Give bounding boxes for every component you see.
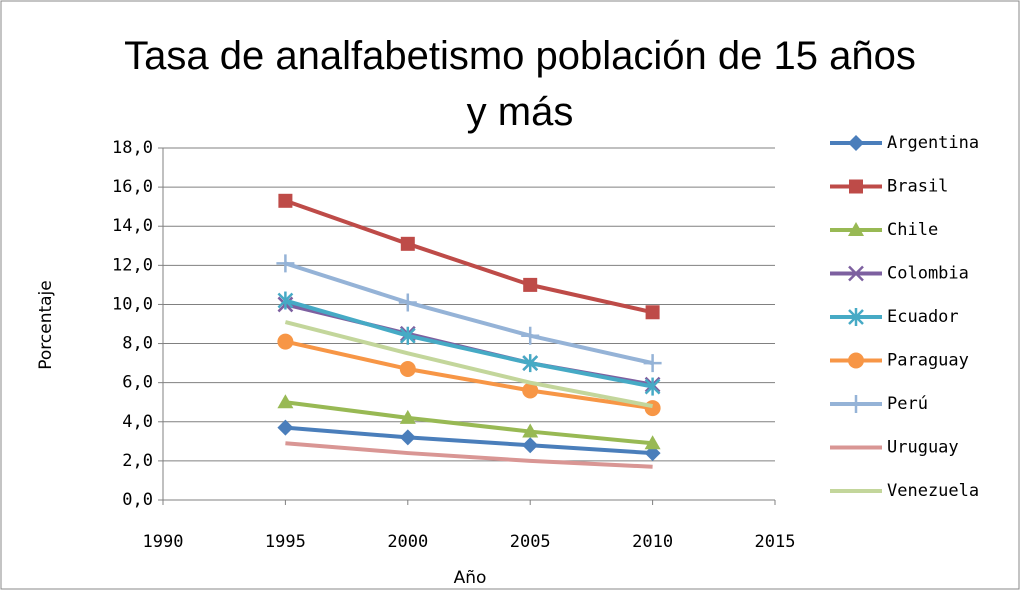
marker-shape: [522, 382, 539, 399]
marker-shape: [522, 437, 539, 454]
marker: [848, 222, 864, 236]
marker: [643, 354, 662, 373]
y-tick-label: 10,0: [112, 294, 153, 314]
marker: [276, 254, 295, 273]
y-tick-label: 0,0: [122, 490, 153, 510]
series-line: [285, 400, 653, 446]
y-tick-label: 12,0: [112, 255, 153, 275]
series-line: [285, 441, 653, 469]
marker-shape: [848, 265, 864, 282]
marker: [399, 326, 416, 345]
marker-shape: [399, 429, 416, 446]
marker: [398, 293, 417, 312]
marker: [399, 409, 416, 424]
marker-shape: [277, 333, 294, 350]
y-tick-label: 18,0: [112, 138, 153, 158]
y-tick-label: 8,0: [122, 334, 153, 354]
marker: [849, 179, 863, 194]
marker-shape: [399, 360, 416, 377]
marker: [848, 308, 864, 326]
x-axis-label: Año: [454, 568, 487, 588]
legend-label: Argentina: [887, 133, 979, 153]
legend-label: Chile: [887, 220, 938, 240]
y-tick-label: 4,0: [122, 412, 153, 432]
x-tick-label: 2010: [632, 532, 673, 552]
legend-label: Ecuador: [887, 307, 959, 327]
series-line: [284, 298, 653, 389]
x-tick-label: 1995: [265, 532, 306, 552]
marker: [522, 354, 539, 373]
chart-title: Tasa de analfabetismo población de 15 añ…: [124, 34, 916, 134]
marker: [277, 394, 294, 409]
series-line: [284, 339, 653, 411]
marker: [848, 135, 864, 151]
series-line: [285, 425, 653, 456]
marker: [645, 305, 660, 320]
marker-shape: [644, 400, 661, 417]
marker-shape: [400, 236, 415, 251]
y-axis-label: Porcentaje: [36, 280, 56, 370]
marker-shape: [523, 277, 538, 292]
legend-label: Uruguay: [887, 438, 959, 458]
marker-shape: [848, 352, 864, 369]
marker: [278, 193, 293, 208]
marker: [523, 277, 538, 292]
y-tick-label: 6,0: [122, 373, 153, 393]
marker: [847, 395, 865, 413]
marker: [848, 265, 864, 282]
marker-shape: [277, 419, 294, 436]
legend-label: Perú: [887, 394, 928, 414]
marker: [277, 419, 294, 436]
y-tick-label: 14,0: [112, 216, 153, 236]
x-tick-label: 2005: [510, 532, 551, 552]
marker: [399, 360, 416, 377]
marker-shape: [522, 423, 539, 438]
marker: [399, 429, 416, 446]
y-tick-label: 16,0: [112, 177, 153, 197]
marker: [848, 352, 864, 369]
marker-shape: [645, 305, 660, 320]
marker-shape: [849, 179, 863, 194]
marker: [644, 435, 661, 450]
x-tick-label: 1990: [143, 532, 184, 552]
legend-label: Venezuela: [887, 481, 979, 501]
marker: [522, 423, 539, 438]
marker: [522, 382, 539, 399]
marker: [277, 291, 294, 310]
marker-shape: [399, 409, 416, 424]
marker: [400, 236, 415, 251]
y-tick-label: 2,0: [122, 451, 153, 471]
marker-shape: [644, 435, 661, 450]
series-line: [284, 198, 654, 315]
marker-shape: [848, 135, 864, 151]
marker: [521, 326, 540, 345]
series-line: [284, 320, 653, 409]
x-tick-label: 2015: [755, 532, 796, 552]
marker: [522, 437, 539, 454]
marker-shape: [277, 394, 294, 409]
legend-label: Paraguay: [887, 351, 969, 371]
series-line: [284, 261, 654, 366]
legend-label: Colombia: [887, 264, 969, 284]
marker: [644, 377, 661, 396]
x-tick-label: 2000: [387, 532, 428, 552]
legend-label: Brasil: [887, 177, 948, 197]
marker-shape: [848, 222, 864, 236]
marker: [644, 400, 661, 417]
marker: [277, 333, 294, 350]
marker-shape: [278, 193, 293, 208]
